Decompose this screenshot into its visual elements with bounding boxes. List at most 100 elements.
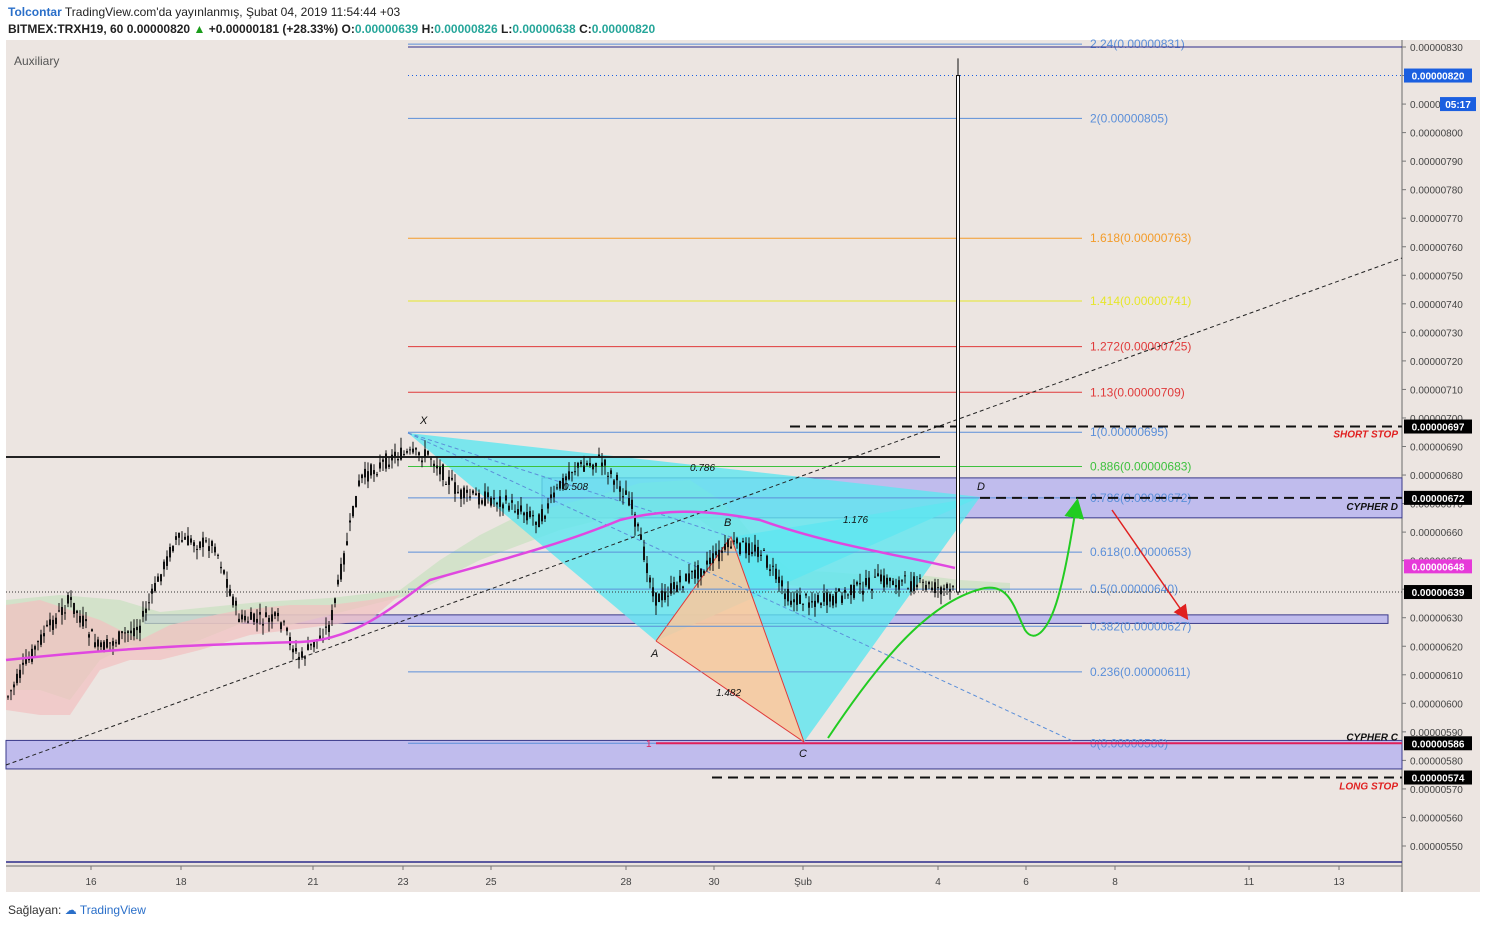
candle-body [361, 474, 363, 479]
candle-body [877, 573, 879, 577]
candle-body [613, 480, 615, 485]
candle-body [172, 545, 174, 552]
candle-body [121, 631, 123, 634]
candle-body [865, 578, 867, 586]
candle-body [580, 461, 582, 464]
candle-body [748, 543, 750, 556]
y-tick-label: 0.00000620 [1410, 642, 1463, 653]
fib-level-label: 1.272(0.00000725) [1090, 340, 1191, 354]
candle-body [949, 589, 951, 592]
candle-body [805, 593, 807, 596]
candle-body [505, 495, 507, 501]
harmonic-xb-dashed [407, 432, 732, 538]
symbol-line: BITMEX:TRXH19, 60 0.00000820 ▲ +0.000001… [8, 22, 655, 36]
candle-body [574, 471, 576, 473]
cypher-c-zone [5, 739, 1403, 770]
publish-line: Tolcontar TradingView.com'da yayınlanmış… [8, 5, 400, 19]
candle-body [907, 588, 909, 590]
candle-body [244, 615, 246, 621]
tradingview-link[interactable]: TradingView [79, 903, 146, 917]
high-label: H: [421, 22, 435, 36]
symbol-name[interactable]: BITMEX:TRXH19, 60 [8, 22, 124, 36]
x-tick-label: Şub [794, 877, 812, 888]
price-tag [1404, 585, 1472, 600]
candle-body [667, 595, 669, 597]
price-tag-label: 0.00000586 [1412, 739, 1465, 750]
candle-body [571, 472, 573, 474]
candle-body [931, 587, 933, 591]
price-tag [1404, 419, 1472, 434]
candle-body [412, 448, 414, 453]
price-tag-label: 0.00000672 [1412, 494, 1465, 505]
candle-body [430, 458, 432, 460]
candle-body [97, 639, 99, 647]
candle-body [622, 496, 624, 498]
author-name[interactable]: Tolcontar [8, 5, 62, 19]
candle-body [691, 570, 693, 573]
candle-body [220, 566, 222, 569]
y-tick-label: 0.00000660 [1410, 528, 1463, 539]
candle-body [205, 540, 207, 542]
candle-body [274, 612, 276, 616]
y-tick-label: 0.00000710 [1410, 385, 1463, 396]
ratio-label-xb: 0.786 [690, 463, 715, 474]
ichimoku-cloud-green [6, 480, 1010, 700]
candle-body [193, 542, 195, 547]
candle-body [82, 615, 84, 627]
candle-body [535, 521, 537, 525]
candle-body [238, 618, 240, 623]
y-tick-label: 0.00000740 [1410, 300, 1463, 311]
candle-body [226, 579, 228, 588]
candle-body [946, 584, 948, 589]
candle-body [139, 625, 141, 633]
harmonic-bcd-triangle [731, 497, 980, 742]
candle-body [109, 642, 111, 644]
candle-body [898, 580, 900, 590]
candle-body [487, 492, 489, 498]
candle-body [493, 497, 495, 500]
candle-body [187, 535, 189, 546]
candle-body [229, 589, 231, 596]
candle-body [337, 579, 339, 585]
candle-body [943, 588, 945, 590]
candle-body [367, 471, 369, 482]
candle-body [154, 583, 156, 592]
candle-body [610, 470, 612, 475]
candle-body [184, 536, 186, 540]
candle-body [712, 553, 714, 564]
candle-body [199, 541, 201, 548]
candle-body [820, 603, 822, 606]
candle-body [625, 490, 627, 495]
candle-body [34, 646, 36, 650]
candle-body [850, 584, 852, 596]
candle-body [28, 658, 30, 661]
price-chart[interactable]: Auxiliary 0.00000830 0.00000820 0.00000810… [0, 0, 1486, 900]
chart-header: Tolcontar TradingView.com'da yayınlanmış… [0, 0, 1486, 40]
candle-body [118, 631, 120, 645]
ratio-label-c_label: 1 [646, 739, 652, 750]
tradingview-logo-icon: ☁ [64, 903, 77, 917]
x-tick-label: 11 [1244, 877, 1255, 888]
candle-body [745, 542, 747, 554]
candle-body [751, 551, 753, 554]
candle-body [847, 594, 849, 596]
candle-body [628, 498, 630, 506]
candle-body [304, 657, 306, 659]
candle-body [697, 565, 699, 579]
candle-body [895, 584, 897, 588]
candle-body [163, 561, 165, 570]
candle-body [790, 600, 792, 605]
candle-body [61, 606, 63, 615]
candle-body [88, 634, 90, 638]
time-axis-background [6, 866, 1480, 892]
candle-body [457, 491, 459, 493]
candle-body [892, 580, 894, 586]
panel-label: Auxiliary [14, 54, 59, 68]
candle-body [796, 593, 798, 605]
candle-body [196, 548, 198, 550]
candle-body [541, 509, 543, 522]
x-tick-label: 13 [1333, 877, 1345, 888]
candle-body [529, 511, 531, 517]
candle-body [841, 595, 843, 603]
candle-body [478, 493, 480, 505]
